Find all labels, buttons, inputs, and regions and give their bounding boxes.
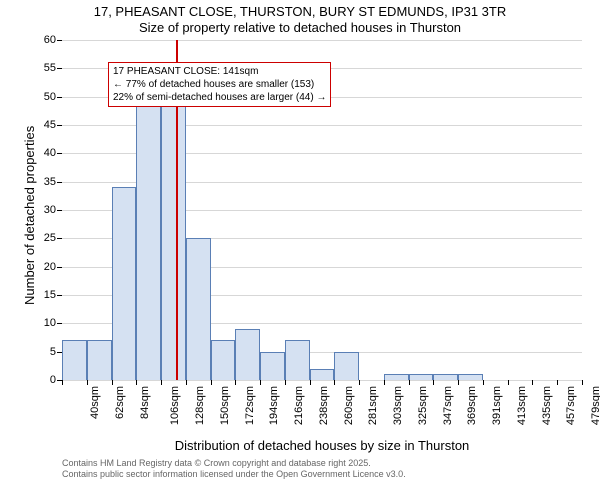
x-tick-mark [582, 380, 583, 385]
y-tick-label: 10 [44, 317, 62, 329]
x-tick-mark [557, 380, 558, 385]
x-tick-mark [112, 380, 113, 385]
x-tick-label: 435sqm [541, 386, 553, 425]
y-tick-label: 55 [44, 62, 62, 74]
y-tick-label: 40 [44, 147, 62, 159]
x-tick-label: 216sqm [293, 386, 305, 425]
x-tick-mark [235, 380, 236, 385]
histogram-bar [409, 374, 434, 380]
x-tick-label: 457sqm [566, 386, 578, 425]
x-tick-label: 391sqm [491, 386, 503, 425]
histogram-bar [310, 369, 335, 380]
y-tick-label: 5 [50, 346, 62, 358]
histogram-bar [112, 187, 137, 380]
annotation-line: 17 PHEASANT CLOSE: 141sqm [113, 65, 326, 78]
x-tick-mark [310, 380, 311, 385]
x-tick-label: 194sqm [268, 386, 280, 425]
x-tick-label: 172sqm [244, 386, 256, 425]
x-tick-mark [186, 380, 187, 385]
x-axis-label: Distribution of detached houses by size … [62, 438, 582, 453]
histogram-bar [235, 329, 260, 380]
chart-container: 17, PHEASANT CLOSE, THURSTON, BURY ST ED… [0, 0, 600, 500]
x-tick-label: 40sqm [89, 386, 101, 419]
x-tick-mark [458, 380, 459, 385]
x-tick-label: 281sqm [368, 386, 380, 425]
x-tick-mark [359, 380, 360, 385]
histogram-bar [260, 352, 285, 380]
x-tick-mark [161, 380, 162, 385]
y-tick-label: 0 [50, 374, 62, 386]
x-tick-mark [532, 380, 533, 385]
x-tick-mark [508, 380, 509, 385]
x-tick-mark [260, 380, 261, 385]
x-tick-label: 62sqm [114, 386, 126, 419]
histogram-bar [384, 374, 409, 380]
histogram-bar [433, 374, 458, 380]
credits-line: Contains HM Land Registry data © Crown c… [62, 458, 406, 469]
histogram-bar [62, 340, 87, 380]
x-tick-mark [433, 380, 434, 385]
x-tick-mark [483, 380, 484, 385]
annotation-box: 17 PHEASANT CLOSE: 141sqm ← 77% of detac… [108, 62, 331, 107]
x-tick-label: 84sqm [139, 386, 151, 419]
chart-title-line2: Size of property relative to detached ho… [0, 20, 600, 35]
annotation-line: ← 77% of detached houses are smaller (15… [113, 78, 326, 91]
x-tick-label: 413sqm [516, 386, 528, 425]
y-tick-label: 45 [44, 119, 62, 131]
histogram-bar [161, 102, 186, 380]
x-tick-mark [62, 380, 63, 385]
annotation-line: 22% of semi-detached houses are larger (… [113, 91, 326, 104]
x-tick-label: 106sqm [169, 386, 181, 425]
x-tick-mark [384, 380, 385, 385]
x-tick-mark [285, 380, 286, 385]
x-tick-label: 238sqm [318, 386, 330, 425]
y-axis-label: Number of detached properties [22, 126, 37, 305]
y-tick-label: 60 [44, 34, 62, 46]
y-tick-label: 50 [44, 91, 62, 103]
x-tick-mark [136, 380, 137, 385]
y-tick-label: 30 [44, 204, 62, 216]
x-tick-label: 369sqm [467, 386, 479, 425]
x-tick-label: 303sqm [392, 386, 404, 425]
x-tick-label: 479sqm [590, 386, 600, 425]
credits: Contains HM Land Registry data © Crown c… [62, 458, 406, 480]
grid-line [62, 40, 582, 41]
histogram-bar [211, 340, 236, 380]
credits-line: Contains public sector information licen… [62, 469, 406, 480]
x-tick-mark [211, 380, 212, 385]
x-tick-label: 150sqm [219, 386, 231, 425]
histogram-bar [285, 340, 310, 380]
chart-title-line1: 17, PHEASANT CLOSE, THURSTON, BURY ST ED… [0, 4, 600, 19]
grid-line [62, 380, 582, 381]
histogram-bar [87, 340, 112, 380]
x-tick-label: 347sqm [442, 386, 454, 425]
y-tick-label: 15 [44, 289, 62, 301]
y-tick-label: 25 [44, 232, 62, 244]
y-tick-label: 20 [44, 261, 62, 273]
x-tick-mark [87, 380, 88, 385]
x-tick-label: 325sqm [417, 386, 429, 425]
histogram-bar [458, 374, 483, 380]
x-tick-mark [409, 380, 410, 385]
x-tick-label: 260sqm [343, 386, 355, 425]
x-tick-mark [334, 380, 335, 385]
histogram-bar [186, 238, 211, 380]
histogram-bar [334, 352, 359, 380]
y-tick-label: 35 [44, 176, 62, 188]
histogram-bar [136, 102, 161, 380]
x-tick-label: 128sqm [194, 386, 206, 425]
